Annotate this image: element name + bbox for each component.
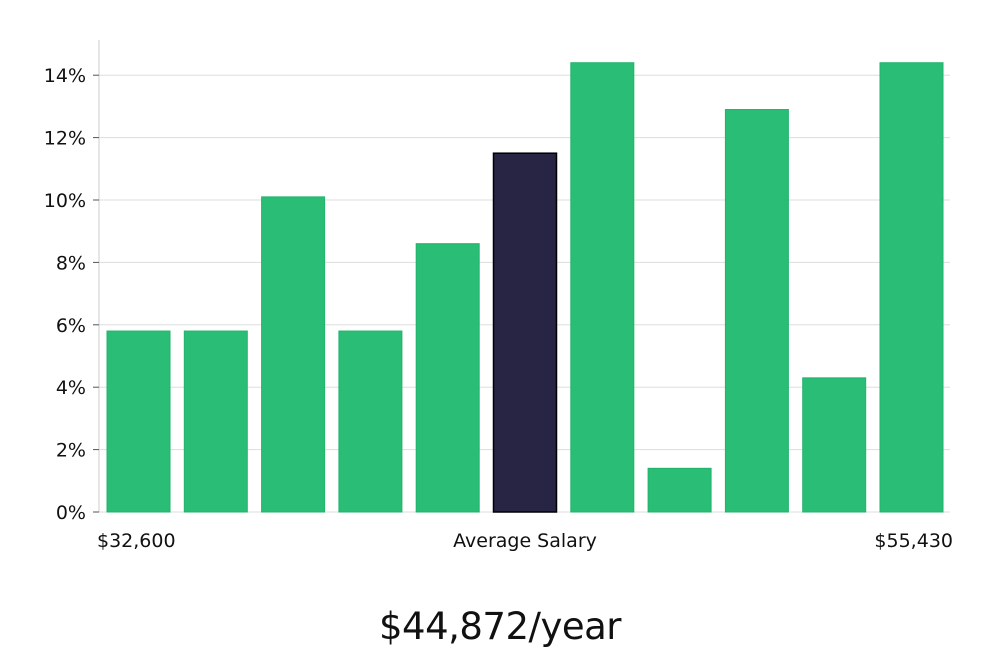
bar xyxy=(802,377,867,513)
bar-average-salary xyxy=(492,152,558,513)
average-salary-value: $44,872/year xyxy=(378,605,622,648)
bar xyxy=(879,62,944,513)
x-center-label: Average Salary xyxy=(453,530,597,552)
y-tick-label: 10% xyxy=(44,190,86,212)
bar xyxy=(415,243,480,513)
salary-distribution-chart: 0% 2% 4% 6% 8% 10% 12% 14% $32,600 Average Sala… xyxy=(44,40,953,552)
bar xyxy=(106,330,171,513)
bar xyxy=(338,330,403,513)
x-max-label: $55,430 xyxy=(874,530,953,552)
y-tick-label: 8% xyxy=(56,252,86,274)
bar xyxy=(183,330,248,513)
bar xyxy=(261,196,326,513)
y-tick-label: 12% xyxy=(44,128,86,150)
bar xyxy=(570,62,635,513)
bar xyxy=(724,109,789,513)
y-tick-label: 4% xyxy=(56,377,86,399)
bars xyxy=(106,62,944,513)
x-min-label: $32,600 xyxy=(97,530,176,552)
y-tick-label: 2% xyxy=(56,440,86,462)
y-tick-label: 6% xyxy=(56,315,86,337)
bar xyxy=(647,467,712,513)
y-tick-label: 14% xyxy=(44,65,86,87)
y-axis-ticks: 0% 2% 4% 6% 8% 10% 12% 14% xyxy=(44,65,99,524)
y-tick-label: 0% xyxy=(56,502,86,524)
